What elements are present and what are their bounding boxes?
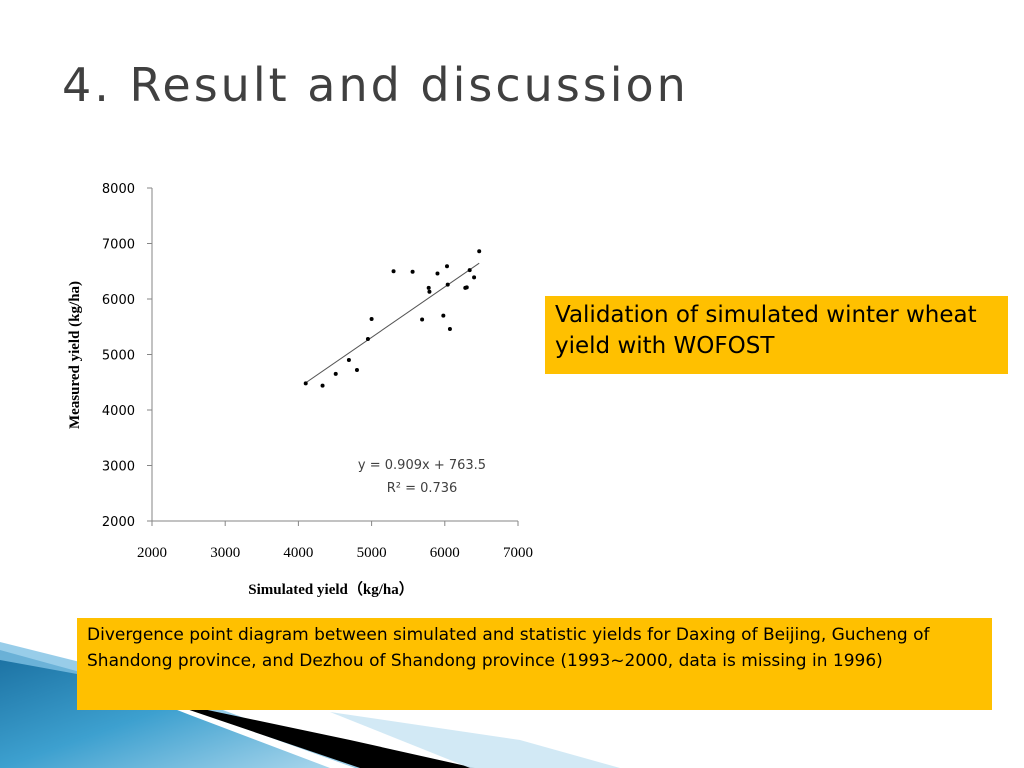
data-point [420, 317, 425, 322]
equation-label: y = 0.909x + 763.5 [358, 458, 486, 473]
data-point [354, 368, 359, 373]
data-point [441, 313, 446, 318]
data-point [391, 269, 396, 274]
data-point [427, 289, 432, 294]
y-tick-label: 3000 [102, 460, 135, 475]
y-tick-label: 8000 [102, 182, 135, 197]
y-tick-label: 6000 [102, 293, 135, 308]
data-point [410, 269, 415, 274]
slide-title: 4. Result and discussion [62, 58, 689, 112]
trendline [305, 262, 480, 384]
x-axis-ticks: 2000 3000 4000 5000 6000 7000 [137, 521, 533, 561]
data-point [346, 358, 351, 363]
r-squared-label: R² = 0.736 [387, 481, 458, 496]
data-point [444, 264, 449, 269]
validation-note: Validation of simulated winter wheat yie… [545, 296, 1008, 374]
data-point [447, 326, 452, 331]
y-tick-label: 2000 [102, 515, 135, 530]
data-point [472, 275, 477, 280]
data-point [477, 249, 482, 254]
data-point [467, 268, 472, 273]
y-tick-label: 5000 [102, 349, 135, 364]
data-point [426, 285, 431, 290]
data-points [303, 249, 482, 388]
x-tick-label: 4000 [283, 545, 313, 561]
y-tick-label: 7000 [102, 238, 135, 253]
data-point [365, 336, 370, 341]
x-tick-label: 5000 [357, 545, 387, 561]
data-point [464, 285, 469, 290]
x-tick-label: 6000 [430, 545, 460, 561]
x-tick-label: 7000 [503, 545, 533, 561]
data-point [320, 383, 325, 388]
data-point [333, 371, 338, 376]
x-tick-label: 3000 [210, 545, 240, 561]
y-axis-ticks: 2000 3000 4000 5000 6000 7000 8000 [102, 182, 152, 530]
x-tick-label: 2000 [137, 545, 167, 561]
y-tick-label: 4000 [102, 404, 135, 419]
y-axis-title: Measured yield (kg/ha) [67, 281, 83, 429]
data-point [435, 271, 440, 276]
data-point [303, 381, 308, 386]
figure-caption: Divergence point diagram between simulat… [77, 618, 992, 710]
x-axis-title: Simulated yield（kg/ha） [248, 580, 413, 598]
data-point [369, 316, 374, 321]
trendline-group [305, 262, 480, 384]
data-point [445, 282, 450, 287]
